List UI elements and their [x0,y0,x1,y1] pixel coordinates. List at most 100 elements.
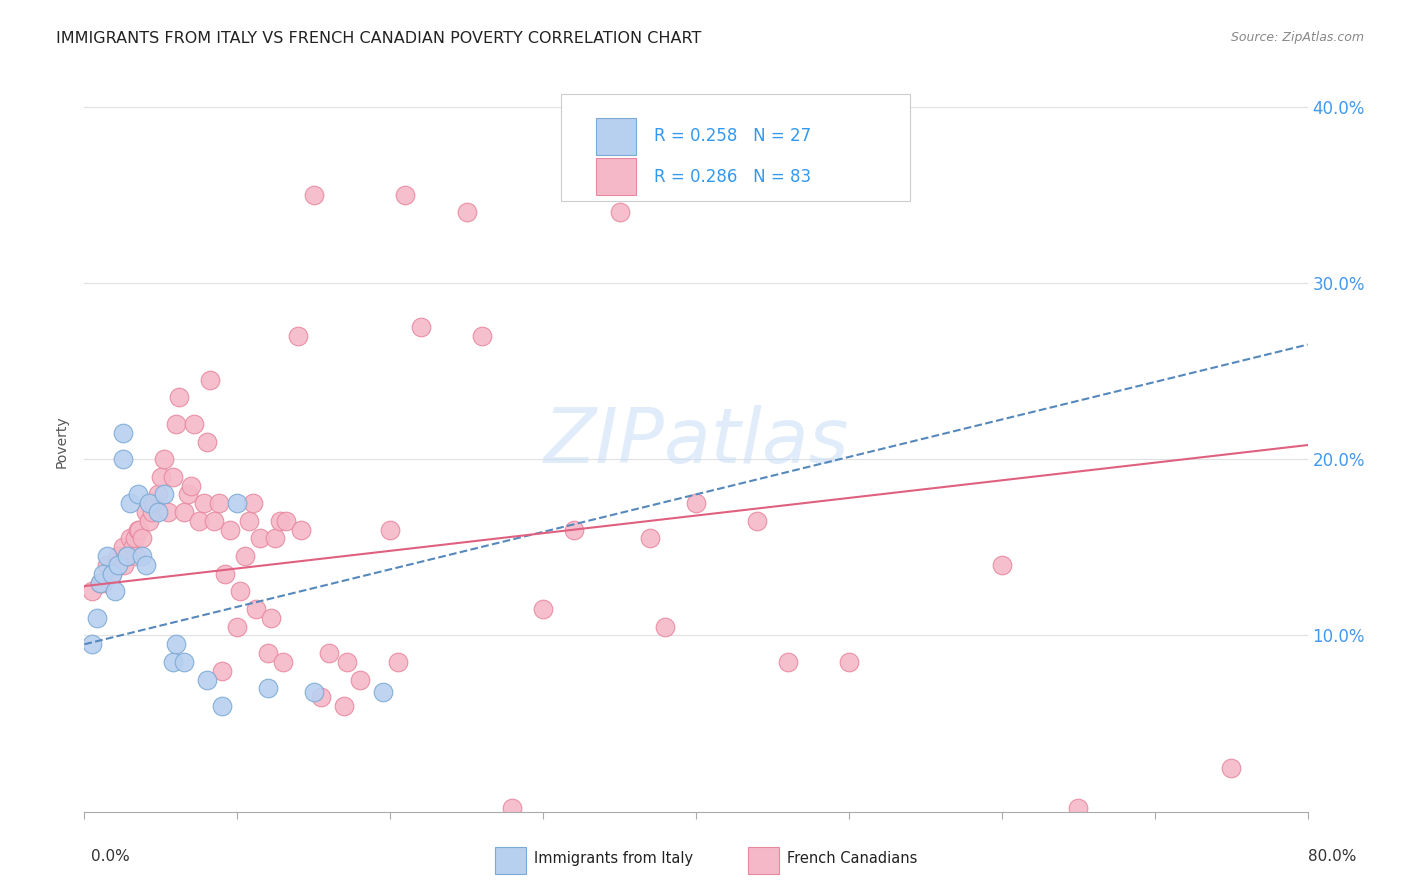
Text: Immigrants from Italy: Immigrants from Italy [534,851,693,865]
Point [318,646,340,660]
Point [162,655,184,669]
Point [233,549,256,563]
Point [380,523,402,537]
Point [257,681,280,696]
Point [101,566,124,581]
Point [336,655,359,669]
Point [333,698,356,713]
Point [167,391,190,405]
Point [387,655,409,669]
Point [80,584,103,599]
Point [249,532,271,546]
Point [165,417,187,431]
Point [104,584,127,599]
Point [287,328,309,343]
Point [276,514,298,528]
Point [80,637,103,651]
Point [157,505,180,519]
Point [96,558,118,572]
Text: ZIPatlas: ZIPatlas [543,405,849,478]
Point [260,611,283,625]
Point [149,470,172,484]
Point [838,655,860,669]
Point [183,417,205,431]
Text: R = 0.286   N = 83: R = 0.286 N = 83 [654,168,811,186]
Point [211,698,233,713]
Point [609,205,631,219]
Point [141,505,163,519]
Point [91,566,114,581]
Point [991,558,1014,572]
Text: R = 0.258   N = 27: R = 0.258 N = 27 [654,128,811,145]
Point [153,452,176,467]
Point [226,496,249,510]
Point [128,523,150,537]
Point [111,425,134,440]
Point [146,487,169,501]
Point [153,487,176,501]
Point [1067,801,1090,815]
Point [245,602,267,616]
Point [264,532,287,546]
Point [180,478,202,492]
Text: 0.0%: 0.0% [91,849,131,863]
Point [112,558,135,572]
Point [211,664,233,678]
Point [409,320,432,334]
Point [394,187,416,202]
Point [104,558,127,572]
Point [218,523,240,537]
Point [131,532,153,546]
Point [89,575,111,590]
Point [162,470,184,484]
Point [125,549,148,563]
Point [562,523,585,537]
Point [226,619,249,633]
Point [349,673,371,687]
Point [188,514,211,528]
Point [269,514,291,528]
FancyBboxPatch shape [596,118,636,154]
Point [638,532,661,546]
Point [146,505,169,519]
Point [173,505,195,519]
Point [214,566,236,581]
Point [111,541,134,555]
Point [311,690,333,705]
Point [302,187,325,202]
FancyBboxPatch shape [561,94,910,201]
Point [195,434,218,449]
Point [115,549,138,563]
Point [371,685,394,699]
Text: French Canadians: French Canadians [787,851,918,865]
Point [302,685,325,699]
Point [257,646,280,660]
Text: IMMIGRANTS FROM ITALY VS FRENCH CANADIAN POVERTY CORRELATION CHART: IMMIGRANTS FROM ITALY VS FRENCH CANADIAN… [56,31,702,46]
Point [86,611,108,625]
Point [124,532,146,546]
Point [135,505,157,519]
Point [127,523,149,537]
Point [208,496,231,510]
Point [120,496,142,510]
Point [122,541,145,555]
Point [776,655,799,669]
Point [135,558,157,572]
Y-axis label: Poverty: Poverty [55,416,69,467]
Point [138,496,160,510]
Point [138,514,160,528]
Point [654,619,676,633]
Point [238,514,260,528]
Point [96,549,118,563]
Point [173,655,195,669]
Point [101,566,124,581]
Point [747,514,769,528]
Text: Source: ZipAtlas.com: Source: ZipAtlas.com [1230,31,1364,45]
Point [531,602,554,616]
Point [685,496,707,510]
Point [1220,761,1243,775]
Point [111,452,134,467]
Point [107,558,129,572]
Point [120,532,142,546]
Point [107,549,129,563]
